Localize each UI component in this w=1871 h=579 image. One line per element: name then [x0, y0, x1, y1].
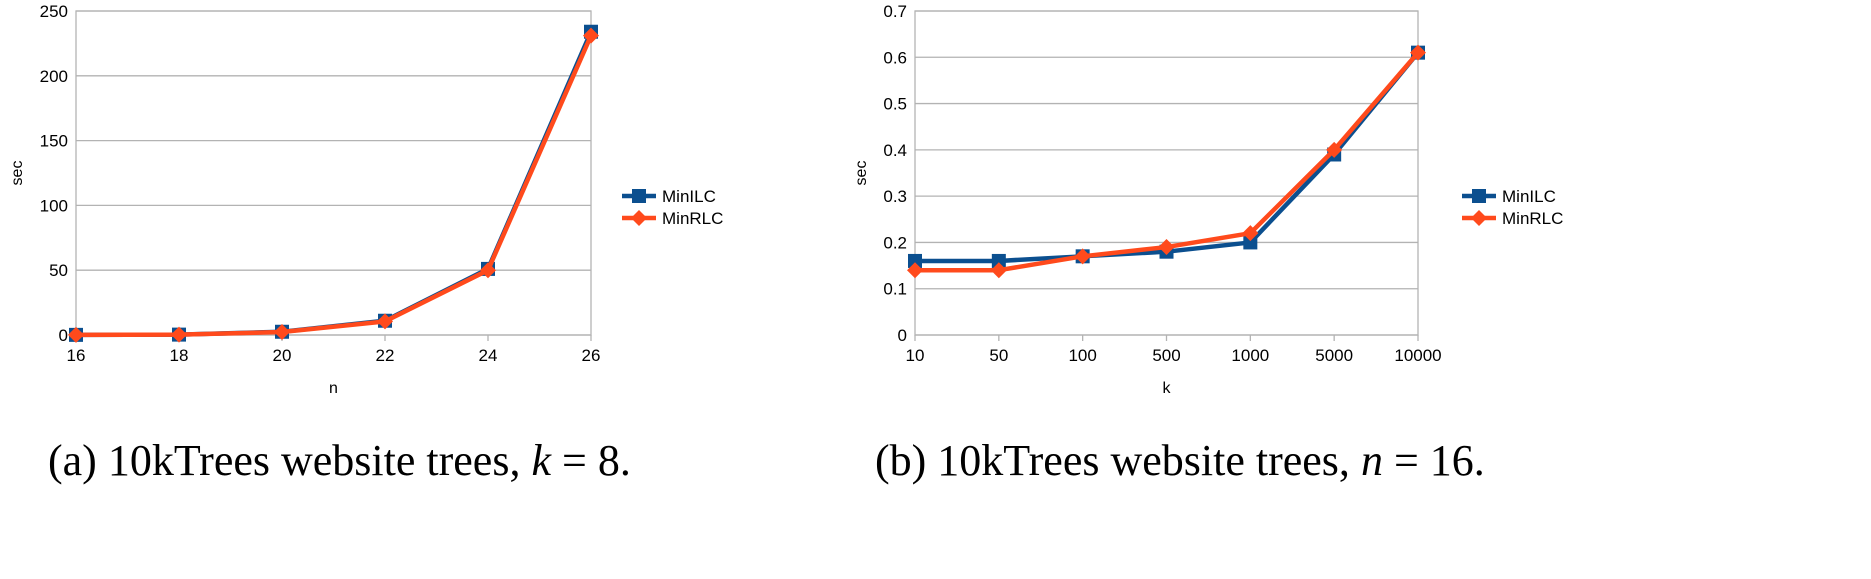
series-line: [915, 51, 1420, 273]
series-MinRLC: [68, 27, 599, 343]
x-tick-label: 26: [582, 346, 601, 365]
data-point: [68, 326, 84, 343]
y-tick-label: 0.3: [883, 187, 907, 206]
chart-panel-b: 0 0.1 0.2 0.3 0.4 0.5 0.6 0.7 10 50 100 500 1000 5000…: [853, 2, 1563, 485]
legend-marker: [632, 189, 646, 203]
series-line: [75, 30, 594, 338]
data-point: [274, 324, 290, 341]
data-point: [1242, 225, 1259, 242]
caption-variable: n: [1361, 436, 1383, 485]
data-point: [907, 262, 923, 279]
legend: MinILC MinRLC: [1462, 187, 1563, 228]
y-tick-label: 0: [898, 326, 907, 345]
x-tick-label: 500: [1152, 346, 1180, 365]
x-tick-label: 1000: [1231, 346, 1269, 365]
y-tick-label: 0.2: [883, 233, 907, 252]
plot-frame: [914, 10, 1419, 336]
legend: MinILC MinRLC: [622, 187, 723, 228]
legend-label: MinILC: [1502, 187, 1556, 206]
x-tick-label: 20: [273, 346, 292, 365]
series-line: [75, 34, 594, 338]
data-point: [377, 313, 393, 330]
figure-caption: (a) 10kTrees website trees, k = 8.: [48, 436, 631, 485]
x-tick-label: 50: [989, 346, 1008, 365]
y-tick-label: 250: [40, 2, 68, 21]
y-tick-label: 150: [40, 132, 68, 151]
data-point: [908, 253, 922, 268]
data-point: [1074, 248, 1091, 265]
data-point: [1326, 141, 1343, 158]
y-tick-label: 0.4: [883, 141, 907, 160]
x-tick-label: 10000: [1394, 346, 1441, 365]
x-axis-title: k: [1163, 380, 1172, 397]
x-tick-label: 24: [479, 346, 498, 365]
x-tick-label: 18: [170, 346, 189, 365]
y-tick-label: 0.6: [883, 48, 907, 67]
series-line: [915, 51, 1420, 264]
x-tick-label: 16: [67, 346, 86, 365]
caption-suffix: = 16.: [1383, 436, 1485, 485]
legend-label: MinILC: [662, 187, 716, 206]
legend-marker: [631, 210, 647, 226]
y-tick-label: 0.7: [883, 2, 907, 21]
y-axis-title: sec: [9, 161, 26, 186]
plot-frame: [75, 10, 592, 336]
caption-prefix: (b) 10kTrees website trees,: [875, 436, 1361, 485]
x-tick-label: 22: [376, 346, 395, 365]
series-MinILC: [69, 24, 598, 342]
x-tick-label: 100: [1068, 346, 1096, 365]
data-point: [990, 262, 1007, 279]
y-tick-label: 200: [40, 67, 68, 86]
legend-label: MinRLC: [662, 209, 723, 228]
data-point: [1158, 239, 1175, 256]
data-point: [583, 27, 599, 44]
caption-variable: k: [531, 436, 552, 485]
caption-suffix: = 8.: [551, 436, 631, 485]
series-MinILC: [908, 45, 1425, 268]
legend-marker: [1471, 210, 1487, 226]
x-axis-title: n: [329, 380, 338, 397]
data-point: [991, 253, 1006, 268]
y-tick-label: 100: [40, 196, 68, 215]
data-point: [1243, 235, 1258, 250]
y-tick-label: 0: [59, 326, 68, 345]
y-tick-label: 0.1: [883, 280, 907, 299]
figure-caption: (b) 10kTrees website trees, n = 16.: [875, 436, 1485, 485]
legend-label: MinRLC: [1502, 209, 1563, 228]
data-point: [171, 326, 187, 343]
y-tick-label: 50: [49, 261, 68, 280]
x-tick-label: 5000: [1315, 346, 1353, 365]
y-tick-label: 0.5: [883, 95, 907, 114]
data-point: [1410, 44, 1426, 61]
x-tick-label: 10: [906, 346, 925, 365]
data-point: [480, 262, 496, 279]
legend-marker: [1472, 189, 1486, 203]
series-MinRLC: [907, 44, 1426, 279]
y-axis-title: sec: [853, 161, 870, 186]
caption-prefix: (a) 10kTrees website trees,: [48, 436, 531, 485]
